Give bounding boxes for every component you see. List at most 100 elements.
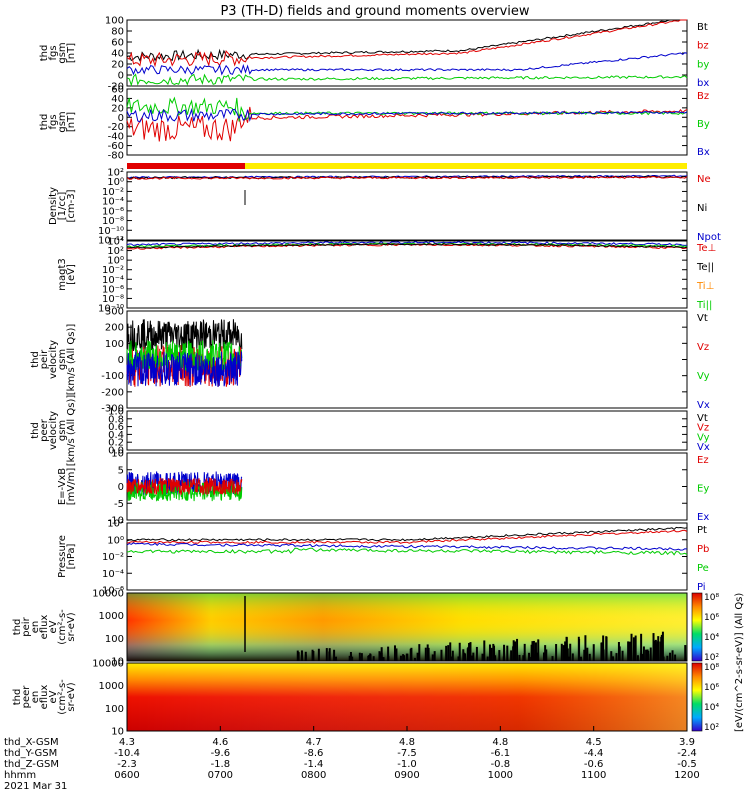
spectrogram-noise <box>642 646 645 661</box>
spectrogram-noise <box>684 645 687 661</box>
colorbar-peir <box>691 592 703 662</box>
colorbar-label: [eV/(cm^2-s-sr-eV)] (All Qs) <box>734 593 745 732</box>
spectrogram-noise <box>490 647 493 661</box>
legend-entry: Vz <box>697 342 709 353</box>
spectrogram-noise <box>630 633 633 661</box>
spectrogram-noise <box>578 638 581 661</box>
x-tick-label-z: -0.6 <box>584 759 604 770</box>
y-tick-label: 10² <box>107 168 124 179</box>
spectrogram-noise <box>551 656 554 661</box>
spectrogram-noise <box>335 656 338 661</box>
y-axis-label: gsm <box>57 42 68 63</box>
y-axis-label: peir <box>21 616 32 636</box>
x-tick-label-z: -0.8 <box>491 759 511 770</box>
spectrogram-noise <box>671 650 674 661</box>
trace-Pe <box>126 547 688 556</box>
y-tick-label: 10 <box>111 657 124 668</box>
legend-entry: Vt <box>697 413 708 424</box>
legend-entry: Ti|| <box>696 300 712 311</box>
spectrogram-noise <box>494 655 497 661</box>
spectrogram-noise <box>565 637 568 661</box>
y-axis-label: E=-VxB <box>57 468 68 505</box>
spectrogram-noise <box>510 650 513 661</box>
y-tick-label: 60 <box>111 38 124 49</box>
spectrogram-noise <box>567 656 570 661</box>
panel-peer_velocity: 1.00.80.60.40.20.0 thdpeervelocitygsm[km/… <box>30 395 710 467</box>
panel-pressure: 10² 10⁰ 10⁻² 10⁻⁴ 10⁻⁶ Pressure[nPa] Pt Pb Pe Pi <box>57 519 709 597</box>
panel-peir_velocity: 300 200 100 0 -100 -200 -300 thdpeirvelocitygsm… <box>30 307 710 415</box>
y-tick-label: 10⁻⁶ <box>102 284 124 295</box>
y-axis-label: (cm²-s- <box>57 609 68 645</box>
y-tick-label: -80 <box>108 151 124 162</box>
spectrogram-noise <box>317 648 320 661</box>
y-tick-label: -100 <box>101 371 124 382</box>
legend-entry: Vy <box>697 432 710 443</box>
spectrogram-noise <box>612 656 615 661</box>
legend-entry: Vt <box>697 313 708 324</box>
legend-entry: bz <box>697 41 709 52</box>
colorbar-tick-label: 10⁴ <box>704 633 719 643</box>
y-axis-label: magt3 <box>57 258 68 291</box>
trace-Pb <box>126 529 688 544</box>
spectrogram-noise <box>656 641 659 661</box>
spectrogram-noise <box>605 636 608 661</box>
y-tick-label: 10 <box>111 727 124 738</box>
x-tick-label-y: -9.6 <box>211 748 231 759</box>
y-tick-label: 10⁻¹⁰ <box>98 304 124 315</box>
y-axis-label: [eV] <box>66 264 77 285</box>
y-tick-label: 10⁻¹⁰ <box>98 226 124 237</box>
y-axis-label: thd <box>39 45 50 62</box>
y-tick-label: 0.4 <box>108 430 124 441</box>
y-axis-label: peer <box>21 685 32 709</box>
spectrogram-noise <box>312 651 315 661</box>
y-axis-label: [nT] <box>66 112 77 132</box>
y-axis-label: en <box>30 621 41 634</box>
x-tick-label-x: 4.6 <box>212 737 228 748</box>
y-tick-label: 10⁰ <box>107 177 124 188</box>
y-axis-label: thd <box>30 422 41 439</box>
spectrogram-noise <box>381 657 384 661</box>
spectrogram-noise <box>462 652 465 661</box>
panel-density: 10²10⁰10⁻²10⁻⁴10⁻⁶10⁻⁸10⁻¹⁰10⁻¹²Density[… <box>48 168 721 247</box>
y-tick-label: 10⁻⁴ <box>102 569 124 580</box>
y-axis-label: thd <box>12 689 23 706</box>
spectrogram-noise <box>413 657 416 661</box>
legend-entry: Pb <box>697 544 709 555</box>
y-tick-label: 10⁻⁶ <box>102 586 124 597</box>
spectrogram-noise <box>660 634 663 661</box>
y-tick-label: 0.6 <box>108 422 124 433</box>
spectrogram-noise <box>300 655 303 661</box>
y-tick-label: 0 <box>118 71 124 82</box>
x-tick-label-y: -2.4 <box>677 748 697 759</box>
spectrogram-noise <box>602 649 605 661</box>
y-tick-label: 200 <box>105 323 124 334</box>
y-tick-label: 10000 <box>92 589 124 600</box>
x-tick-label-x: 4.8 <box>399 737 415 748</box>
spectrogram-noise <box>492 643 495 661</box>
y-tick-label: 60 <box>111 85 124 96</box>
page-title: P3 (TH-D) fields and ground moments over… <box>220 4 529 19</box>
trace-by <box>126 73 688 87</box>
spectrogram-noise <box>662 656 665 661</box>
legend-entry: Pt <box>697 525 707 536</box>
spectrogram-noise <box>418 644 421 661</box>
spectrogram-noise <box>378 651 381 661</box>
legend-entry: Te⊥ <box>696 243 716 254</box>
y-tick-label: 10⁻⁴ <box>102 275 124 286</box>
colorbar-tick-label: 10⁸ <box>704 593 719 603</box>
panel-frame <box>126 240 688 309</box>
y-axis-label: en <box>30 691 41 704</box>
spectrogram-noise <box>467 646 470 661</box>
spectrogram-noise <box>534 642 537 661</box>
spectrogram-noise <box>628 641 631 661</box>
y-axis-label: peir <box>39 349 50 369</box>
y-tick-label: 10² <box>107 519 124 530</box>
legend-entry: Vz <box>697 423 709 434</box>
legend-entry: by <box>697 59 709 70</box>
y-axis-label: Density <box>48 187 59 225</box>
y-axis-label: velocity <box>48 411 59 450</box>
x-tick-label-x: 4.7 <box>306 737 322 748</box>
x-tick-label-time: 1000 <box>488 770 513 781</box>
